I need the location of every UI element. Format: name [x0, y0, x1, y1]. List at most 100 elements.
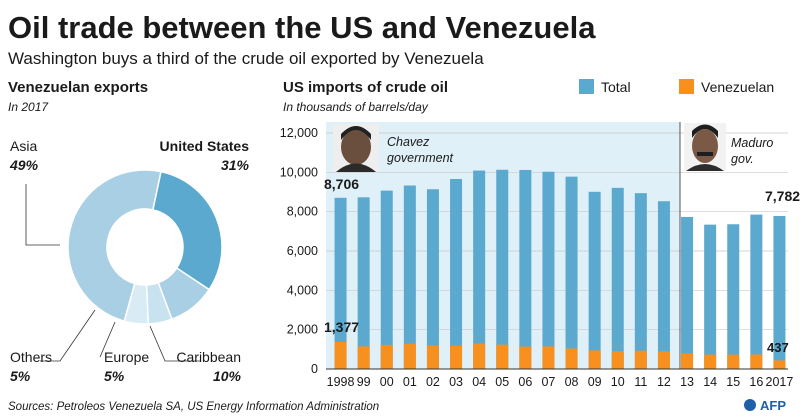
- bar-total: [565, 176, 578, 369]
- bar-venezuelan: [565, 348, 578, 369]
- x-tick-label: 10: [611, 375, 625, 389]
- bar-total: [542, 171, 555, 369]
- bar-total: [611, 187, 624, 369]
- bar-venezuelan: [542, 346, 555, 369]
- bar-total: [773, 215, 786, 369]
- bar-venezuelan: [611, 351, 624, 369]
- x-tick-label: 01: [403, 375, 417, 389]
- y-axis-ticks: 0 2,000 4,000 6,000 8,000 10,000 12,000: [280, 126, 318, 376]
- sources-note: Sources: Petroleos Venezuela SA, US Ener…: [8, 401, 379, 413]
- bar-venezuelan: [426, 345, 439, 369]
- value-label-last-total: 7,782: [765, 188, 800, 204]
- legend: Total Venezuelan: [579, 79, 774, 95]
- afp-logo: AFP: [744, 398, 786, 413]
- bar-total: [426, 189, 439, 369]
- leader-line-others: [40, 309, 96, 362]
- bar-total: [357, 197, 370, 369]
- bar-venezuelan: [750, 354, 763, 369]
- bar-venezuelan: [334, 341, 347, 369]
- x-tick-label: 02: [426, 375, 440, 389]
- bar-total: [519, 169, 532, 369]
- bar-total: [681, 216, 694, 369]
- x-tick-label: 05: [495, 375, 509, 389]
- legend-label-total: Total: [601, 79, 631, 95]
- maduro-label-line1: Maduro: [731, 136, 773, 150]
- leader-line-caribbean: [149, 325, 200, 362]
- chavez-label-line2: government: [387, 151, 454, 165]
- bar-venezuelan: [634, 350, 647, 369]
- page-subtitle: Washington buys a third of the crude oil…: [8, 49, 484, 68]
- x-tick-label: 06: [518, 375, 532, 389]
- page-title: Oil trade between the US and Venezuela: [8, 10, 596, 45]
- legend-label-venezuelan: Venezuelan: [701, 79, 774, 95]
- donut-value-caribbean: 10%: [213, 368, 242, 384]
- x-tick-label: 1998: [327, 375, 355, 389]
- x-tick-label: 12: [657, 375, 671, 389]
- donut-label-asia: Asia: [10, 138, 37, 154]
- bar-total: [657, 201, 670, 369]
- bar-total: [334, 197, 347, 369]
- x-tick-label: 08: [565, 375, 579, 389]
- y-tick-label: 2,000: [287, 323, 318, 337]
- y-tick-label: 0: [311, 362, 318, 376]
- donut-label-europe: Europe: [104, 349, 149, 365]
- donut-chart: [67, 169, 223, 325]
- bar-total: [750, 214, 763, 369]
- bar-venezuelan: [588, 350, 601, 369]
- bar-venezuelan: [704, 354, 717, 369]
- x-tick-label: 99: [357, 375, 371, 389]
- bar-venezuelan: [727, 354, 740, 369]
- donut-title: Venezuelan exports: [8, 79, 148, 96]
- afp-logo-text: AFP: [760, 398, 786, 413]
- donut-subtitle: In 2017: [8, 100, 49, 114]
- legend-swatch-total: [579, 79, 594, 94]
- bar-total: [450, 179, 463, 369]
- bar-total: [634, 193, 647, 369]
- bar-venezuelan: [657, 351, 670, 369]
- chavez-portrait-icon: [333, 124, 379, 172]
- y-tick-label: 12,000: [280, 126, 318, 140]
- x-tick-label: 2017: [766, 375, 794, 389]
- y-tick-label: 4,000: [287, 283, 318, 297]
- value-label-last-venezuelan: 437: [767, 340, 789, 355]
- donut-slice-others: [123, 282, 150, 325]
- maduro-label-line2: gov.: [731, 152, 754, 166]
- x-tick-label: 14: [703, 375, 717, 389]
- donut-slice-asia: [67, 169, 162, 323]
- donut-label-others: Others: [10, 349, 52, 365]
- leader-line-asia: [25, 184, 60, 246]
- x-tick-label: 16: [749, 375, 763, 389]
- x-tick-label: 07: [541, 375, 555, 389]
- donut-slice-united-states: [152, 170, 223, 291]
- bar-venezuelan: [773, 360, 786, 369]
- bar-total: [380, 190, 393, 369]
- bar-venezuelan: [380, 344, 393, 369]
- value-label-first-venezuelan: 1,377: [324, 319, 359, 335]
- donut-value-others: 5%: [10, 368, 31, 384]
- y-tick-label: 8,000: [287, 205, 318, 219]
- donut-value-asia: 49%: [9, 157, 39, 173]
- x-axis-ticks: 1998 99 00 01 02 03 04 05 06 07 08 09 10 11 12 13 14 15 16…: [327, 375, 794, 389]
- legend-swatch-venezuelan: [679, 79, 694, 94]
- bar-total: [727, 224, 740, 369]
- y-tick-label: 6,000: [287, 244, 318, 258]
- donut-label-caribbean: Caribbean: [176, 349, 241, 365]
- maduro-portrait-icon: [684, 123, 726, 171]
- bar-total: [473, 170, 486, 369]
- bar-venezuelan: [473, 343, 486, 369]
- bar-venezuelan: [496, 344, 509, 369]
- donut-value-europe: 5%: [104, 368, 125, 384]
- bar-total: [704, 224, 717, 369]
- x-tick-label: 03: [449, 375, 463, 389]
- bar-total: [588, 191, 601, 369]
- donut-labels: Asia 49% United States 31% Caribbean 10% Europ…: [9, 138, 250, 384]
- afp-logo-icon: [744, 399, 756, 411]
- leader-line-europe: [99, 321, 116, 358]
- x-tick-label: 04: [472, 375, 486, 389]
- bar-subtitle: In thousands of barrels/day: [283, 100, 429, 114]
- y-tick-label: 10,000: [280, 165, 318, 179]
- donut-label-united-states: United States: [160, 138, 250, 154]
- bar-title: US imports of crude oil: [283, 79, 448, 96]
